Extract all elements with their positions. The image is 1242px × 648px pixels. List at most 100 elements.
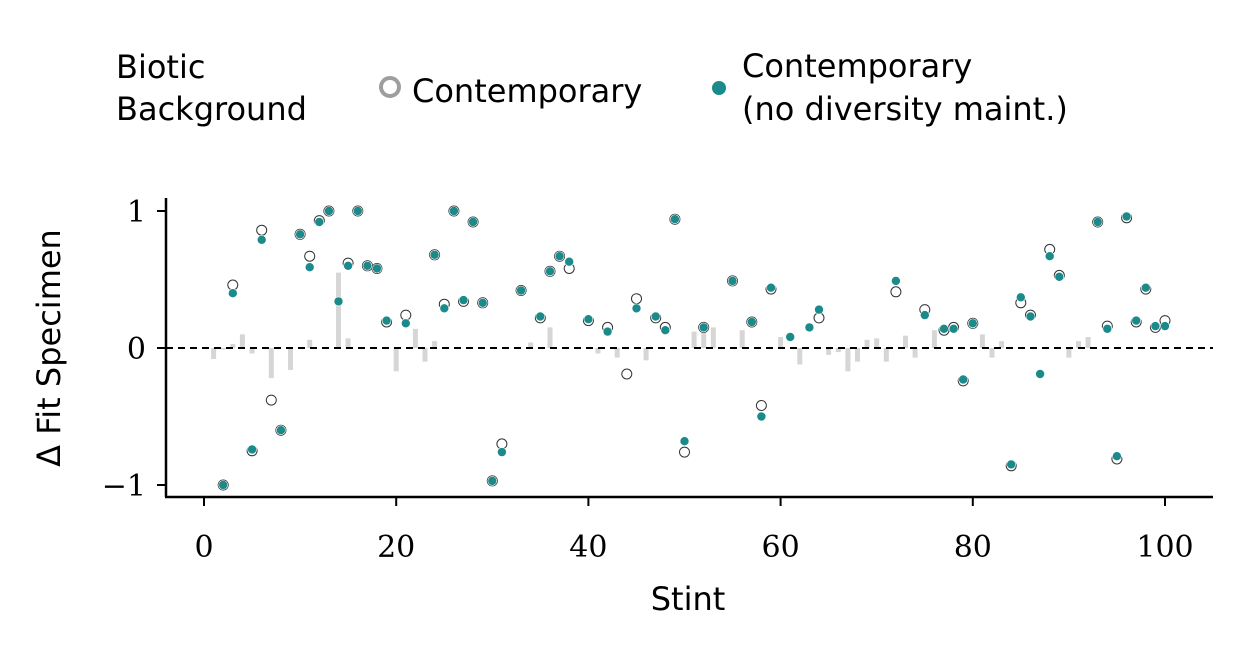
data-point-no-diversity	[785, 332, 796, 342]
data-point-no-diversity	[1025, 311, 1036, 322]
data-point-contemporary	[265, 394, 277, 406]
data-point-no-diversity	[1112, 451, 1122, 462]
difference-bar	[701, 327, 707, 348]
data-point-no-diversity	[228, 288, 238, 299]
data-point-no-diversity	[1131, 315, 1141, 326]
data-point-no-diversity	[247, 444, 257, 455]
legend-marker-no-diversity	[712, 81, 726, 95]
data-point-contemporary	[256, 224, 268, 236]
data-point-no-diversity	[1141, 282, 1151, 293]
difference-bar	[220, 348, 226, 350]
data-point-no-diversity	[256, 235, 267, 245]
difference-bar	[432, 341, 438, 348]
data-point-no-diversity	[218, 480, 228, 490]
data-point-no-diversity	[1150, 321, 1161, 331]
y-tick-label: −1	[102, 469, 146, 504]
data-point-no-diversity	[814, 304, 824, 315]
difference-bar	[547, 327, 553, 348]
series-no-diversity	[218, 206, 1170, 490]
data-point-no-diversity	[631, 303, 642, 314]
data-point-no-diversity	[1092, 217, 1103, 227]
legend: Biotic Background Contemporary Contempor…	[116, 47, 1068, 128]
difference-bar	[1085, 337, 1091, 348]
data-point-no-diversity	[1044, 251, 1055, 262]
data-point-no-diversity	[583, 314, 594, 325]
data-point-no-diversity	[324, 206, 334, 216]
data-point-contemporary	[755, 400, 767, 411]
difference-bar	[797, 348, 803, 365]
data-point-no-diversity	[727, 276, 738, 286]
data-point-contemporary	[679, 446, 690, 458]
difference-bar	[864, 339, 870, 348]
data-point-no-diversity	[1006, 459, 1017, 470]
difference-bar	[835, 348, 841, 353]
difference-bar	[931, 330, 937, 348]
difference-bar	[288, 348, 293, 370]
data-point-no-diversity	[1160, 321, 1170, 331]
legend-label-no-diversity-line-2: (no diversity maint.)	[742, 90, 1068, 128]
difference-bar	[778, 337, 784, 348]
data-point-contemporary	[631, 293, 642, 305]
data-point-no-diversity	[766, 282, 776, 293]
data-point-no-diversity	[362, 260, 373, 271]
x-axis-label: Stint	[651, 580, 726, 618]
difference-bar	[595, 348, 601, 354]
data-point-no-diversity	[468, 217, 478, 227]
data-point-no-diversity	[381, 315, 392, 326]
data-point-no-diversity	[650, 311, 661, 322]
difference-bar	[883, 348, 889, 362]
difference-bar	[307, 339, 313, 348]
data-point-no-diversity	[698, 322, 709, 333]
x-tick-label: 100	[1136, 530, 1193, 565]
data-point-no-diversity	[295, 229, 305, 240]
data-point-no-diversity	[939, 323, 949, 334]
data-point-contemporary	[621, 368, 633, 380]
difference-bar	[643, 348, 649, 361]
legend-label-no-diversity-line-1: Contemporary	[742, 47, 972, 85]
data-point-no-diversity	[487, 476, 498, 486]
data-point-no-diversity	[429, 250, 440, 260]
data-point-no-diversity	[343, 260, 353, 271]
difference-bar	[826, 348, 832, 355]
data-point-no-diversity	[545, 266, 555, 277]
x-tick-label: 60	[762, 530, 800, 565]
difference-bar	[268, 348, 274, 379]
difference-bar	[230, 343, 236, 348]
data-point-no-diversity	[333, 296, 344, 307]
data-point-no-diversity	[439, 303, 450, 314]
difference-bar	[211, 348, 217, 359]
data-point-no-diversity	[919, 310, 930, 320]
difference-bar	[422, 348, 428, 362]
data-point-no-diversity	[1035, 369, 1045, 379]
difference-bar	[903, 335, 908, 348]
data-point-no-diversity	[314, 217, 325, 227]
difference-bar	[336, 272, 341, 348]
data-point-no-diversity	[804, 322, 815, 333]
data-point-contemporary	[890, 286, 902, 298]
data-point-no-diversity	[756, 411, 767, 422]
y-axis-ticks: −1 0 1	[102, 195, 166, 504]
legend-title-line-2: Background	[116, 90, 307, 128]
x-tick-label: 80	[954, 530, 992, 565]
data-point-no-diversity	[477, 297, 488, 308]
data-point-no-diversity	[891, 276, 901, 286]
difference-bar	[739, 330, 745, 348]
x-tick-label: 0	[194, 530, 213, 565]
difference-bar	[710, 327, 716, 348]
data-point-no-diversity	[276, 425, 286, 436]
data-point-no-diversity	[400, 318, 411, 329]
data-point-no-diversity	[535, 311, 546, 322]
data-point-no-diversity	[564, 256, 575, 267]
legend-label-contemporary: Contemporary	[412, 72, 642, 110]
data-point-no-diversity	[958, 374, 969, 385]
data-point-no-diversity	[458, 295, 469, 305]
difference-bar	[874, 338, 880, 348]
data-point-no-diversity	[352, 206, 363, 216]
data-point-no-diversity	[602, 326, 613, 337]
data-point-no-diversity	[516, 285, 526, 296]
data-point-no-diversity	[497, 447, 507, 457]
data-point-no-diversity	[1121, 211, 1132, 222]
y-tick-label: 0	[127, 332, 146, 367]
data-point-contemporary	[304, 250, 316, 262]
